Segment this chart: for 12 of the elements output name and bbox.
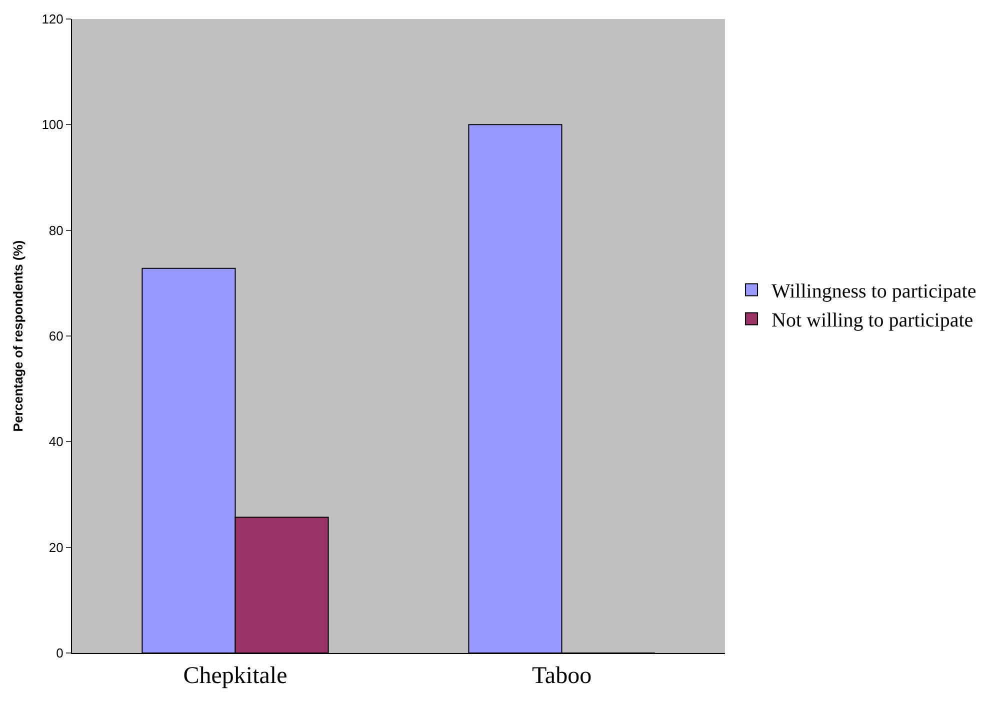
y-tick-label: 20	[48, 540, 64, 555]
y-axis-title: Percentage of respondents (%)	[10, 240, 26, 432]
legend-label: Willingness to participate	[772, 280, 976, 303]
x-tick-label: Chepkitale	[183, 662, 288, 689]
y-tick-label: 40	[48, 434, 64, 450]
legend-label: Not willing to participate	[772, 310, 974, 332]
x-tick-label: Taboo	[532, 662, 592, 689]
y-tick-label: 100	[42, 117, 64, 132]
y-tick-label: 80	[48, 222, 64, 238]
y-tick-label: 0	[56, 646, 64, 661]
y-tick-label: 120	[42, 12, 64, 27]
y-tick-label: 60	[48, 328, 64, 344]
